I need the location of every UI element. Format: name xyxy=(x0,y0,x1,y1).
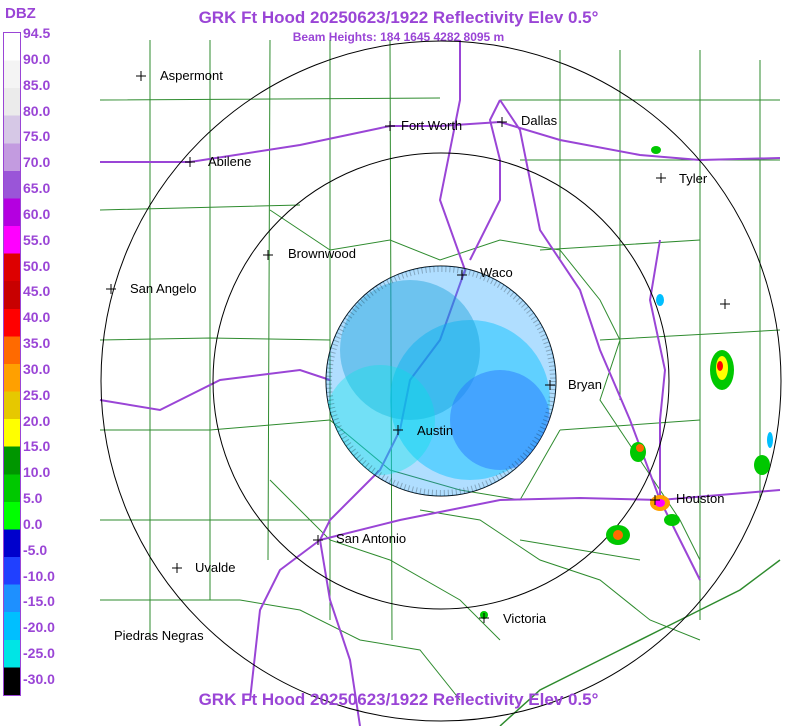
legend-tick-label: 65.0 xyxy=(23,180,51,197)
legend-tick-label: 50.0 xyxy=(23,257,51,274)
legend-tick-label: 94.5 xyxy=(23,25,51,41)
city-label-austin: Austin xyxy=(417,423,453,438)
city-label-abilene: Abilene xyxy=(208,154,251,169)
legend-unit-label: DBZ xyxy=(5,5,36,22)
legend-tick-label: -15.0 xyxy=(23,593,55,610)
map-title: GRK Ft Hood 20250623/1922 Reflectivity E… xyxy=(198,8,599,27)
city-label-tyler: Tyler xyxy=(679,171,708,186)
legend-tick-label: -25.0 xyxy=(23,645,55,662)
legend-tick-label: 30.0 xyxy=(23,360,51,377)
color-legend: DBZ 94.5 90.0 85.0 80.0 75.0 70.0 65.0 60.0 55.0… xyxy=(0,0,62,700)
legend-tick-label: 45.0 xyxy=(23,283,51,300)
city-label-uvalde: Uvalde xyxy=(195,560,235,575)
coastline xyxy=(499,559,781,726)
city-label-brownwood: Brownwood xyxy=(288,246,356,261)
city-label-dallas: Dallas xyxy=(521,113,558,128)
range-rings xyxy=(100,40,782,722)
city-label-aspermont: Aspermont xyxy=(160,68,223,83)
beam-heights-subtitle: Beam Heights: 184 1645 4282 8095 m xyxy=(292,30,505,44)
legend-tick-label: 35.0 xyxy=(23,335,51,352)
legend-tick-label: 10.0 xyxy=(23,464,51,481)
legend-tick-label: 70.0 xyxy=(23,154,51,171)
legend-tick-label: 55.0 xyxy=(23,231,51,248)
legend-tick-label: 15.0 xyxy=(23,438,51,455)
legend-tick-label: 20.0 xyxy=(23,412,51,429)
legend-tick-label: -10.0 xyxy=(23,567,55,584)
legend-tick-label: 85.0 xyxy=(23,76,51,93)
legend-tick-label: 80.0 xyxy=(23,102,51,119)
legend-tick-label: 25.0 xyxy=(23,386,51,403)
legend-tick-label: 90.0 xyxy=(23,50,51,67)
city-markers xyxy=(106,71,730,623)
city-label-piedras-negras: Piedras Negras xyxy=(114,628,204,643)
city-label-fort-worth: Fort Worth xyxy=(401,118,462,133)
legend-tick-label: 75.0 xyxy=(23,128,51,145)
city-label-waco: Waco xyxy=(480,265,513,280)
legend-tick-label: -30.0 xyxy=(23,671,55,687)
legend-tick-label: -20.0 xyxy=(23,619,55,636)
legend-tick-label: -5.0 xyxy=(23,541,48,558)
reflectivity-echo xyxy=(326,266,556,496)
city-label-san-antonio: San Antonio xyxy=(336,531,406,546)
storm-cells xyxy=(480,146,773,619)
city-label-san-angelo: San Angelo xyxy=(130,281,197,296)
city-labels: Aspermont Fort Worth Dallas Abilene Tyle… xyxy=(114,68,724,643)
map-footer-title: GRK Ft Hood 20250623/1922 Reflectivity E… xyxy=(198,690,599,709)
county-lines xyxy=(99,39,781,701)
city-label-houston: Houston xyxy=(676,491,724,506)
legend-tick-label: 0.0 xyxy=(23,515,43,532)
city-label-bryan: Bryan xyxy=(568,377,602,392)
legend-tick-label: 5.0 xyxy=(23,490,43,507)
legend-color-bar xyxy=(3,32,21,696)
legend-tick-label: 60.0 xyxy=(23,205,51,222)
legend-tick-label: 40.0 xyxy=(23,309,51,326)
city-label-victoria: Victoria xyxy=(503,611,547,626)
